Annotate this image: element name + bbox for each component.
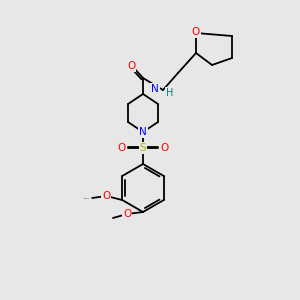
Text: H: H	[166, 88, 173, 98]
Text: O: O	[127, 61, 135, 71]
Text: N: N	[151, 84, 159, 94]
Text: O: O	[102, 191, 110, 201]
Text: O: O	[160, 143, 168, 153]
Text: O: O	[118, 143, 126, 153]
Text: S: S	[140, 143, 146, 153]
Text: O: O	[123, 209, 131, 219]
Text: O: O	[192, 27, 200, 37]
Text: N: N	[139, 127, 147, 137]
Text: methoxy: methoxy	[84, 197, 90, 199]
